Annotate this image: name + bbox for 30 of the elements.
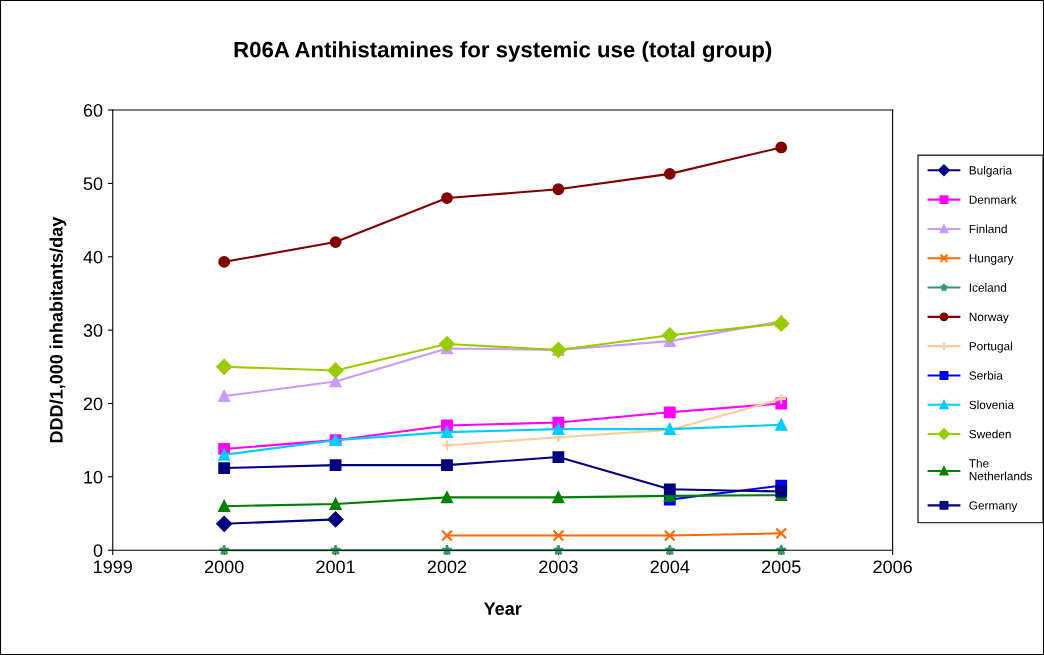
legend-label: Hungary — [969, 254, 1014, 265]
x-tick-label: 1999 — [94, 560, 132, 574]
legend-label: Slovenia — [969, 400, 1015, 409]
x-tick-label: 2006 — [873, 560, 912, 574]
legend-label: Bulgaria — [969, 165, 1013, 177]
legend-label: Iceland — [969, 283, 1007, 292]
y-tick-label: 40 — [83, 250, 103, 264]
legend-label: Sweden — [969, 429, 1011, 439]
x-tick-label: 2003 — [539, 560, 578, 574]
x-tick-label: 2001 — [316, 560, 355, 574]
x-tick-label: 2000 — [204, 560, 244, 574]
legend-label: Finland — [969, 224, 1007, 234]
x-tick-label: 2004 — [650, 560, 690, 574]
y-tick-label: 20 — [83, 397, 103, 411]
x-tick-label: 2005 — [762, 560, 801, 574]
y-tick-label: 0 — [93, 544, 103, 557]
legend-label: The Netherlands — [969, 458, 1033, 481]
x-axis-title: Year — [483, 602, 522, 616]
legend-label: Serbia — [969, 371, 1003, 380]
x-tick-label: 2002 — [427, 560, 467, 574]
y-axis-title: DDD/1,000 inhabitants/day — [49, 216, 67, 443]
legend-label: Norway — [969, 312, 1009, 324]
legend-label: Portugal — [969, 341, 1012, 353]
legend-label: Germany — [969, 501, 1018, 512]
legend-label: Denmark — [969, 195, 1017, 204]
chart-title: R06A Antihistamines for systemic use (total group) — [234, 41, 772, 62]
y-tick-label: 10 — [84, 470, 103, 484]
y-tick-label: 60 — [83, 103, 103, 117]
y-tick-label: 30 — [83, 324, 103, 337]
y-tick-label: 50 — [83, 177, 103, 191]
